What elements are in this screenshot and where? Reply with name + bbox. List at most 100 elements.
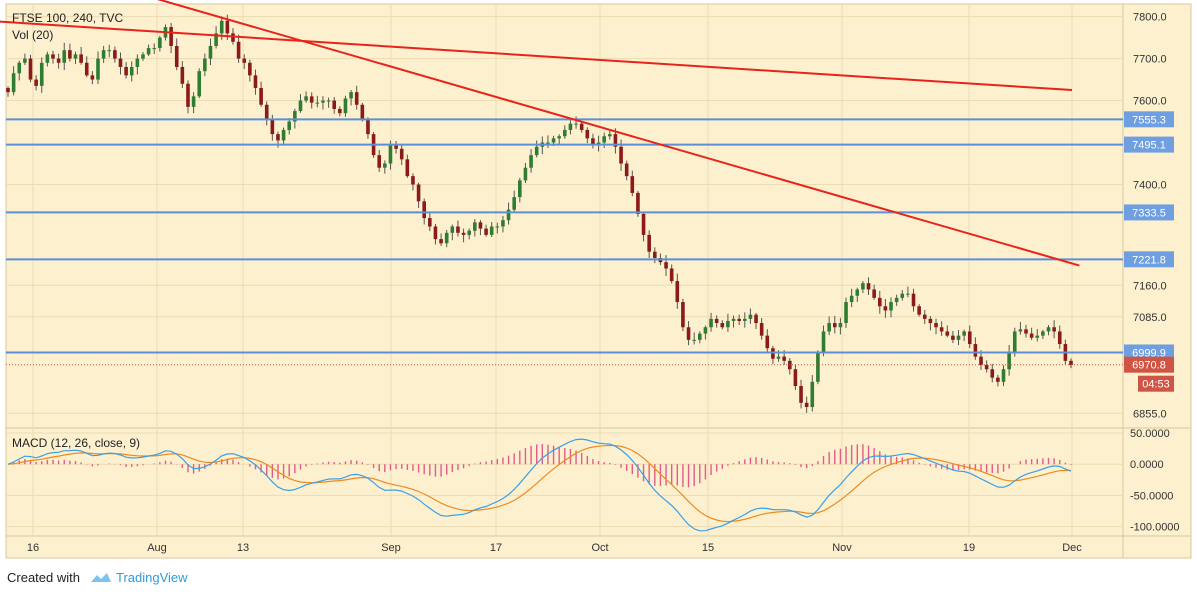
candle-body [1057,331,1062,345]
candle-body [861,283,865,290]
level-label: 7495.1 [1132,140,1166,152]
candle-body [135,58,140,67]
candle-body [967,331,972,345]
candle-body [433,226,438,240]
candle-body [304,96,308,101]
candle-body [945,331,950,336]
level-label: 7333.5 [1132,207,1166,219]
candle-body [461,232,466,235]
time-tick-label: Oct [591,542,608,554]
candle-body [321,100,325,103]
candle-body [551,138,556,143]
candle-body [512,197,516,210]
candle-body [827,323,831,332]
level-label-bg [1124,111,1174,128]
candle-body [534,146,539,156]
candle-body [6,87,10,93]
candle-body [855,289,860,296]
candle-body [56,58,61,63]
candle-body [754,314,758,324]
price-tick-label: 7600.0 [1133,96,1167,108]
candle-body [439,239,443,244]
candle-body [838,323,843,328]
candle-body [174,45,179,67]
candle-body [911,293,916,307]
last-price-badge [1124,356,1174,373]
candle-body [917,306,921,315]
candle-body [456,226,460,233]
candle-body [962,331,966,336]
candle-body [557,136,561,139]
countdown-badge [1138,375,1174,392]
time-axis-bg [5,535,1124,559]
candle-body [118,58,123,67]
candle-body [692,339,696,341]
candle-body [973,344,978,357]
candle-body [23,58,27,63]
candle-body [394,144,398,149]
candle-body [422,201,427,219]
candle-body [214,33,218,46]
macd-line [7,438,1072,532]
time-tick-label: Dec [1062,542,1082,554]
candle-body [84,62,89,76]
candle-body [225,20,230,34]
candle-body [1029,333,1034,338]
candle-body [146,48,151,55]
candle-body [804,402,809,408]
candle-body [169,27,173,46]
candle-body [793,369,798,387]
tradingview-cloud-icon[interactable] [88,570,112,589]
candle-body [872,289,876,298]
candle-body [765,335,770,349]
candle-body [101,50,106,59]
chart-frame[interactable]: 7555.3 7495.1 7333.5 7221.8 6999.9 6970.8 04:5… [0,0,1197,560]
level-label-bg [1124,204,1174,221]
candle-body [894,297,899,303]
candle-body [771,348,775,359]
grid-layer [6,4,1123,536]
candle-body [1035,335,1040,338]
candle-body [467,230,471,235]
candle-body [264,104,269,120]
trendlines [0,0,1080,267]
candle-body [951,335,955,340]
candle-body [579,123,584,130]
candle-body [630,176,635,193]
candle-body [883,306,888,311]
trendline-upper [0,20,1073,92]
candles [6,14,1073,413]
macd-tick-label: 0.0000 [1130,459,1164,471]
candle-body [816,352,820,382]
candle-body [129,66,134,76]
candle-body [73,54,78,59]
candle-body [596,142,601,145]
axis-corner [1122,535,1192,559]
candle-body [748,314,753,319]
time-tick-label: Sep [381,542,401,554]
candle-body [489,226,494,235]
price-tick-label: 7400.0 [1133,180,1167,192]
tradingview-link[interactable]: TradingView [116,570,188,585]
candle-body [563,129,567,137]
candle-body [613,134,618,147]
candle-body [681,302,685,328]
candle-body [141,54,145,59]
candle-body [242,58,247,63]
macd-tick-label: 50.0000 [1130,428,1170,440]
candle-body [377,155,382,168]
candle-body [608,134,612,137]
candle-body [832,323,837,328]
candle-body [675,281,680,303]
candle-body [236,41,241,59]
candle-body [11,73,16,93]
candle-body [664,262,668,269]
candle-body [697,333,702,340]
candle-body [1041,331,1045,336]
macd-title: MACD (12, 26, close, 9) [12,436,140,450]
candle-body [180,66,185,84]
candle-body [158,37,162,49]
level-label: 6999.9 [1132,347,1166,359]
candle-body [191,96,196,107]
